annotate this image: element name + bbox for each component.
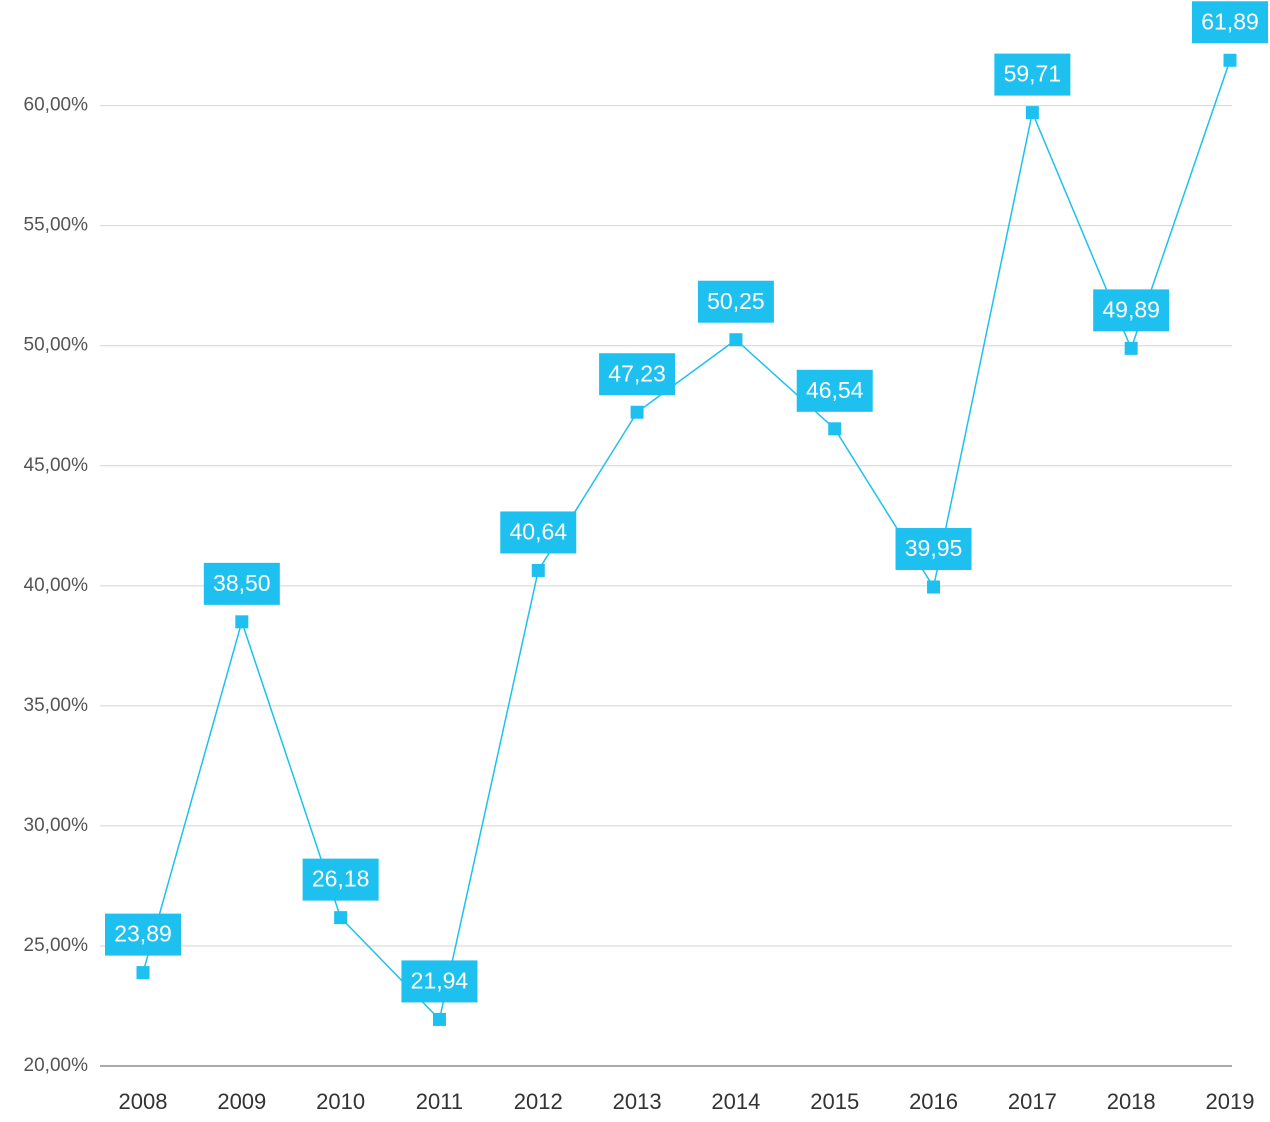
value-label: 26,18: [302, 858, 379, 901]
value-label-box: [994, 53, 1071, 96]
x-tick-label: 2009: [217, 1089, 266, 1114]
marker: [1223, 53, 1237, 67]
value-label-text: 49,89: [1102, 296, 1160, 322]
y-tick-label: 20,00%: [24, 1055, 89, 1076]
value-label-box: [697, 280, 774, 323]
value-label-box: [500, 511, 577, 554]
value-label-text: 40,64: [509, 519, 567, 545]
y-tick-label: 40,00%: [24, 575, 89, 596]
x-tick-label: 2011: [416, 1089, 463, 1114]
value-label-box: [203, 562, 280, 605]
y-tick-label: 45,00%: [24, 455, 89, 476]
value-label-box: [105, 913, 181, 956]
y-tick-label: 30,00%: [24, 815, 89, 836]
value-label: 40,64: [500, 511, 577, 554]
marker: [136, 966, 150, 980]
marker: [828, 422, 842, 436]
y-tick-label: 35,00%: [24, 695, 89, 716]
x-tick-label: 2013: [613, 1089, 662, 1114]
marker: [729, 333, 743, 347]
x-tick-label: 2012: [514, 1089, 563, 1114]
marker: [235, 615, 249, 629]
x-tick-label: 2017: [1008, 1089, 1057, 1114]
y-tick-label: 50,00%: [24, 335, 89, 356]
x-tick-label: 2016: [909, 1089, 958, 1114]
value-label-box: [599, 353, 676, 396]
value-label-box: [302, 858, 379, 901]
marker: [334, 911, 348, 925]
value-label: 21,94: [401, 960, 478, 1003]
value-label-box: [796, 369, 873, 412]
value-label: 61,89: [1192, 1, 1268, 44]
marker: [630, 405, 644, 419]
value-label-text: 26,18: [312, 866, 370, 892]
x-tick-label: 2018: [1107, 1089, 1156, 1114]
value-label: 49,89: [1093, 289, 1170, 332]
x-tick-label: 2008: [119, 1089, 168, 1114]
marker: [927, 580, 941, 594]
value-label-text: 46,54: [806, 377, 864, 403]
marker: [1025, 106, 1039, 120]
value-label-text: 23,89: [114, 921, 172, 947]
value-label-text: 47,23: [608, 360, 666, 386]
y-tick-label: 25,00%: [24, 935, 89, 956]
x-tick-label: 2014: [711, 1089, 760, 1114]
x-tick-label: 2010: [316, 1089, 365, 1114]
y-tick-label: 60,00%: [24, 95, 89, 116]
value-label: 38,50: [203, 562, 280, 605]
value-label: 46,54: [796, 369, 873, 412]
value-label: 50,25: [697, 280, 774, 323]
value-label-box: [401, 960, 478, 1003]
marker: [531, 563, 545, 577]
value-label-text: 39,95: [905, 535, 963, 561]
value-label-text: 38,50: [213, 570, 271, 596]
marker: [432, 1012, 446, 1026]
value-label: 39,95: [895, 528, 972, 571]
value-label-box: [895, 528, 972, 571]
value-label-text: 50,25: [707, 288, 765, 314]
value-label: 47,23: [599, 353, 676, 396]
marker: [1124, 341, 1138, 355]
x-tick-label: 2019: [1206, 1089, 1255, 1114]
value-label: 59,71: [994, 53, 1071, 96]
y-tick-label: 55,00%: [24, 215, 89, 236]
value-label-text: 59,71: [1004, 61, 1062, 87]
value-label-box: [1093, 289, 1170, 332]
x-tick-label: 2015: [810, 1089, 859, 1114]
value-label: 23,89: [105, 913, 181, 956]
value-label-text: 21,94: [411, 968, 469, 994]
value-label-box: [1192, 1, 1268, 44]
value-label-text: 61,89: [1201, 8, 1259, 34]
